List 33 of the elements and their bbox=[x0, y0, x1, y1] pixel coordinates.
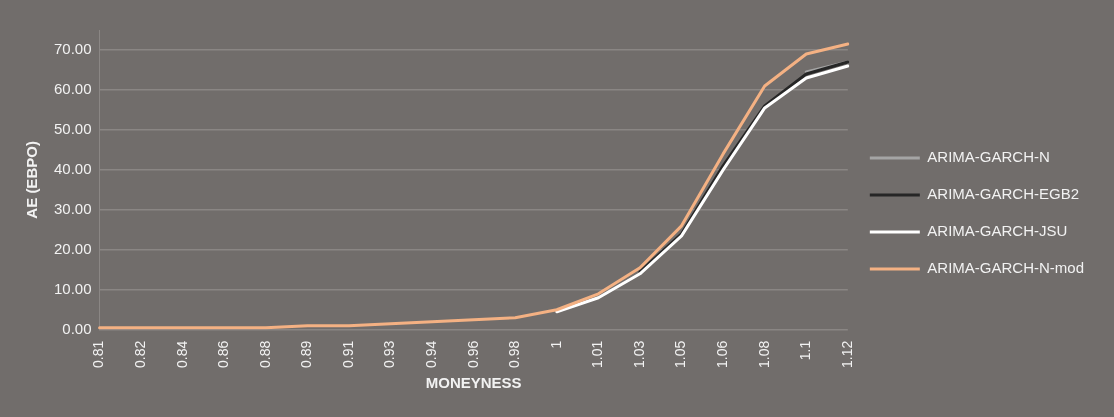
x-tick-label: 1.03 bbox=[630, 340, 647, 368]
x-tick-label: 1.1 bbox=[797, 340, 814, 361]
x-tick-label: 0.93 bbox=[381, 340, 398, 368]
y-tick-label: 10.00 bbox=[53, 279, 92, 297]
x-tick-label: 0.89 bbox=[298, 340, 315, 368]
y-tick-label: 30.00 bbox=[53, 199, 92, 217]
y-tick-label: 0.00 bbox=[62, 319, 92, 337]
x-tick-label: 0.91 bbox=[339, 340, 356, 368]
x-tick-label: 1.08 bbox=[755, 340, 772, 368]
x-tick-label: 1.01 bbox=[589, 340, 606, 368]
x-tick-label: 1.06 bbox=[713, 340, 730, 368]
x-tick-label: 1.12 bbox=[838, 340, 855, 368]
x-axis-title: MONEYNESS bbox=[425, 374, 522, 392]
legend-label: ARIMA-GARCH-N bbox=[927, 148, 1050, 166]
x-tick-label: 0.84 bbox=[173, 340, 190, 368]
x-tick-label: 1 bbox=[547, 340, 564, 349]
x-tick-label: 1.05 bbox=[672, 340, 689, 368]
x-tick-label: 0.88 bbox=[256, 340, 273, 368]
x-tick-label: 0.86 bbox=[215, 340, 232, 368]
x-tick-label: 0.98 bbox=[506, 340, 523, 368]
x-tick-label: 0.94 bbox=[422, 340, 439, 368]
y-axis-title: AE (EBPO) bbox=[23, 141, 41, 219]
y-tick-label: 70.00 bbox=[53, 40, 92, 58]
y-tick-label: 40.00 bbox=[53, 160, 92, 178]
legend-label: ARIMA-GARCH-N-mod bbox=[927, 259, 1085, 277]
x-tick-label: 0.82 bbox=[131, 340, 148, 368]
y-tick-label: 60.00 bbox=[53, 80, 92, 98]
legend-label: ARIMA-GARCH-EGB2 bbox=[927, 185, 1080, 203]
y-tick-label: 50.00 bbox=[53, 120, 92, 138]
x-tick-label: 0.81 bbox=[90, 340, 107, 368]
y-tick-label: 20.00 bbox=[53, 239, 92, 257]
legend-label: ARIMA-GARCH-JSU bbox=[927, 222, 1068, 240]
x-tick-label: 0.96 bbox=[464, 340, 481, 368]
